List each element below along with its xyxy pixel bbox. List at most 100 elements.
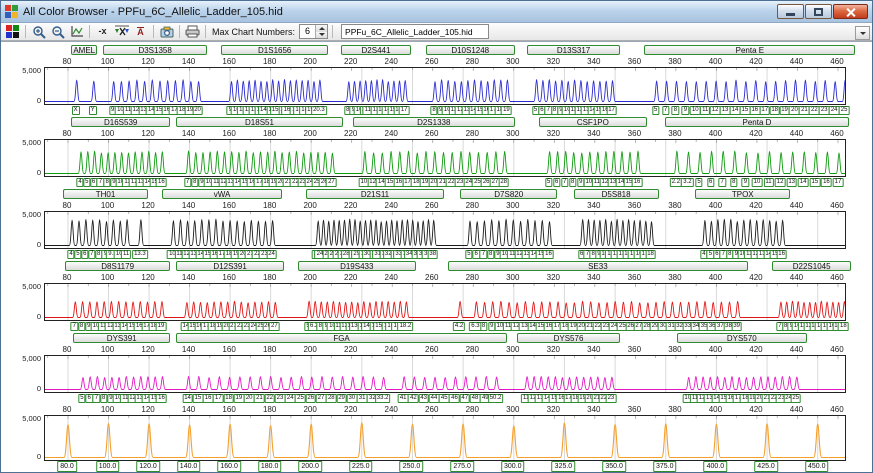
- allele-label[interactable]: 16: [156, 394, 167, 403]
- marker-label-TH01[interactable]: TH01: [62, 189, 149, 199]
- allele-label[interactable]: 8: [730, 178, 738, 187]
- allele-label[interactable]: 18.2: [397, 322, 414, 331]
- allele-label[interactable]: 8: [479, 322, 488, 331]
- spinner-up-button[interactable]: [316, 25, 328, 32]
- size-label[interactable]: 80.0: [57, 461, 77, 472]
- marker-label-D18S51[interactable]: D18S51: [176, 117, 343, 127]
- allele-label[interactable]: 16: [202, 394, 214, 403]
- allele-label[interactable]: 10: [689, 106, 701, 115]
- allele-label[interactable]: 23: [605, 394, 617, 403]
- allele-label[interactable]: 25: [838, 106, 850, 115]
- allele-label[interactable]: 20.3: [311, 106, 327, 115]
- allele-label[interactable]: 15: [809, 178, 821, 187]
- size-label[interactable]: 350.0: [602, 461, 626, 472]
- allele-label[interactable]: 13.3: [132, 250, 148, 259]
- allele-label[interactable]: 7: [92, 394, 101, 403]
- marker-label-D12S391[interactable]: D12S391: [176, 261, 284, 271]
- allele-label[interactable]: 7: [479, 250, 488, 259]
- allele-label[interactable]: 8: [94, 250, 103, 259]
- allele-call-button[interactable]: A: [132, 24, 149, 39]
- size-label[interactable]: 200.0: [298, 461, 322, 472]
- chart-scale-button[interactable]: [68, 24, 85, 39]
- allele-label[interactable]: 7: [561, 178, 569, 187]
- allele-label[interactable]: 29: [336, 394, 347, 403]
- allele-label[interactable]: 10: [751, 178, 763, 187]
- electropherogram-plot[interactable]: [44, 67, 846, 105]
- allele-label[interactable]: 20: [192, 106, 203, 115]
- allele-label[interactable]: 28: [498, 178, 509, 187]
- allele-label[interactable]: 20: [243, 394, 255, 403]
- allele-label[interactable]: 12: [774, 178, 786, 187]
- size-label[interactable]: 120.0: [136, 461, 160, 472]
- allele-label[interactable]: 8: [486, 250, 495, 259]
- marker-label-FGA[interactable]: FGA: [176, 333, 507, 343]
- allele-label[interactable]: 17: [606, 106, 617, 115]
- allele-label[interactable]: 6: [706, 178, 715, 187]
- minimize-button[interactable]: [777, 4, 804, 19]
- marker-label-D13S317[interactable]: D13S317: [526, 45, 621, 55]
- marker-label-D8S1179[interactable]: D8S1179: [64, 261, 171, 271]
- size-label[interactable]: 300.0: [501, 461, 525, 472]
- allele-label[interactable]: 25: [790, 394, 802, 403]
- allele-label[interactable]: 4.2: [452, 322, 466, 331]
- allele-label[interactable]: 9: [741, 178, 750, 187]
- print-button[interactable]: [184, 24, 201, 39]
- electropherogram-plot[interactable]: [44, 415, 846, 461]
- marker-label-D21S11[interactable]: D21S11: [306, 189, 444, 199]
- allele-label[interactable]: 6: [85, 394, 93, 403]
- marker-label-DYS570[interactable]: DYS570: [676, 333, 807, 343]
- allele-label[interactable]: 7: [661, 106, 670, 115]
- allele-label[interactable]: 11: [700, 106, 711, 115]
- marker-label-D2S441[interactable]: D2S441: [340, 45, 412, 55]
- size-label[interactable]: 180.0: [257, 461, 282, 472]
- allele-label[interactable]: 18: [838, 322, 849, 331]
- allele-label[interactable]: 19: [233, 394, 245, 403]
- allele-label[interactable]: 46: [449, 394, 460, 403]
- marker-label-CSF1PO[interactable]: CSF1PO: [539, 117, 647, 127]
- marker-label-TPOX[interactable]: TPOX: [695, 189, 791, 199]
- allele-label[interactable]: 11: [121, 250, 132, 259]
- size-label[interactable]: 450.0: [804, 461, 829, 472]
- allele-label[interactable]: 24: [284, 394, 296, 403]
- allele-label[interactable]: 26: [305, 394, 317, 403]
- allele-label[interactable]: 15: [192, 394, 204, 403]
- title-bar[interactable]: All Color Browser - PPFu_6C_Allelic_Ladd…: [1, 1, 872, 23]
- allele-label[interactable]: 23: [274, 394, 286, 403]
- size-match-button[interactable]: [113, 24, 130, 39]
- marker-label-D2S1338[interactable]: D2S1338: [352, 117, 515, 127]
- allele-label[interactable]: 5: [74, 250, 82, 259]
- marker-label-Penta E[interactable]: Penta E: [644, 45, 856, 55]
- allele-label[interactable]: 6: [552, 178, 561, 187]
- allele-label[interactable]: 47: [459, 394, 471, 403]
- size-label[interactable]: 225.0: [349, 461, 373, 472]
- allele-label[interactable]: 19: [155, 322, 167, 331]
- allele-label[interactable]: 17: [213, 394, 224, 403]
- allele-label[interactable]: 19: [501, 106, 512, 115]
- zoom-in-button[interactable]: [30, 24, 47, 39]
- allele-label[interactable]: 48: [469, 394, 481, 403]
- allele-label[interactable]: 17: [398, 106, 410, 115]
- allele-label[interactable]: 16: [156, 178, 167, 187]
- size-label[interactable]: 160.0: [217, 461, 241, 472]
- marker-label-D5S818[interactable]: D5S818: [573, 189, 659, 199]
- allele-label[interactable]: 3.2: [681, 178, 694, 187]
- allele-label[interactable]: 42: [408, 394, 419, 403]
- allele-label[interactable]: 5: [695, 178, 703, 187]
- allele-label[interactable]: 38: [427, 250, 439, 259]
- electropherogram-plot[interactable]: [44, 355, 846, 393]
- marker-label-D1S1656[interactable]: D1S1656: [220, 45, 329, 55]
- allele-label[interactable]: X: [71, 106, 80, 115]
- allele-label[interactable]: 6: [472, 250, 480, 259]
- allele-label[interactable]: 5: [78, 394, 86, 403]
- allele-label[interactable]: 18: [223, 394, 234, 403]
- size-label[interactable]: 140.0: [176, 461, 201, 472]
- size-label[interactable]: 325.0: [551, 461, 576, 472]
- marker-label-D19S433[interactable]: D19S433: [297, 261, 416, 271]
- color-grid-button[interactable]: [4, 24, 21, 39]
- allele-label[interactable]: 43: [418, 394, 430, 403]
- allele-label[interactable]: 17: [832, 178, 844, 187]
- allele-label[interactable]: 8: [569, 178, 577, 187]
- marker-label-D16S539[interactable]: D16S539: [71, 117, 171, 127]
- size-label[interactable]: 250.0: [399, 461, 424, 472]
- zoom-out-button[interactable]: [49, 24, 66, 39]
